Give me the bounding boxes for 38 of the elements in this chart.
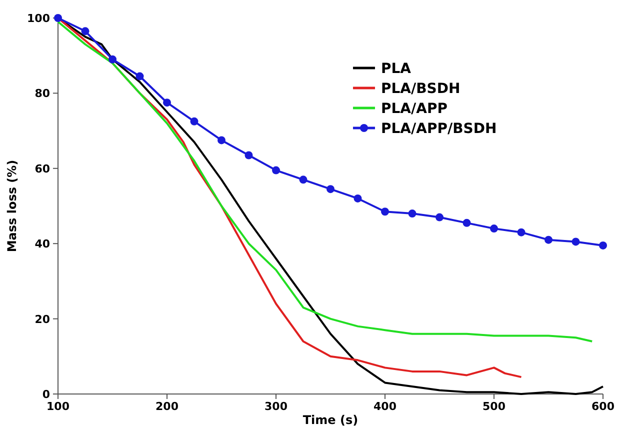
- y-tick-label: 20: [34, 312, 50, 326]
- x-tick-label: 200: [156, 400, 179, 413]
- point: [163, 98, 171, 107]
- point: [244, 151, 253, 160]
- legend-label: PLA/BSDH: [381, 81, 460, 97]
- point: [272, 166, 280, 174]
- point: [572, 238, 580, 246]
- point: [436, 213, 444, 222]
- point: [354, 194, 362, 202]
- x-tick-label: 100: [46, 400, 70, 413]
- y-tick-label: 0: [42, 388, 50, 401]
- point: [517, 228, 526, 236]
- legend-label: PLA/APP/BSDH: [381, 121, 497, 137]
- legend-label: PLA: [381, 61, 412, 77]
- point: [190, 117, 198, 126]
- x-tick-label: 300: [264, 400, 288, 413]
- point: [599, 241, 607, 250]
- point: [218, 136, 226, 144]
- point: [490, 224, 498, 233]
- x-tick-label: 500: [482, 400, 506, 413]
- legend-label: PLA/APP: [381, 101, 448, 117]
- point: [326, 185, 334, 194]
- y-tick-label: 100: [27, 12, 50, 25]
- point: [81, 27, 90, 36]
- x-tick-label: 600: [592, 400, 615, 413]
- point: [544, 236, 552, 244]
- point: [299, 176, 308, 184]
- point: [381, 208, 389, 216]
- point: [136, 72, 144, 80]
- point: [108, 55, 116, 64]
- point: [408, 210, 416, 218]
- x-axis-title: Time (s): [302, 413, 358, 427]
- x-tick-label: 400: [374, 400, 397, 413]
- y-tick-label: 60: [34, 162, 50, 176]
- y-tick-label: 80: [34, 87, 50, 100]
- y-axis-title: Mass loss (%): [5, 160, 19, 252]
- point: [462, 218, 471, 227]
- y-tick-label: 40: [34, 238, 50, 251]
